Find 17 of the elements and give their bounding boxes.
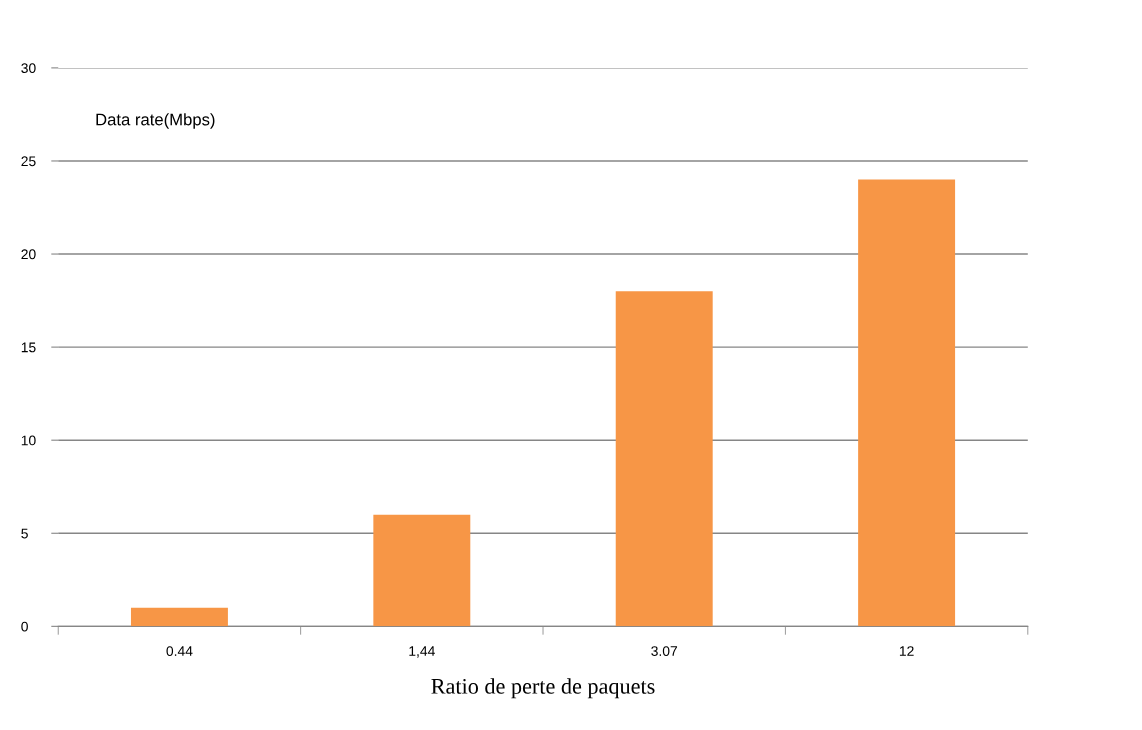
x-tick-label: 3.07 [651,646,678,656]
x-tick-label: 0.44 [166,646,193,656]
y-tick-label: 30 [21,63,36,74]
y-axis-title: Data rate(Mbps) [96,113,215,129]
bar [373,514,471,627]
bar [615,291,713,627]
x-tick-label: 1,44 [409,646,435,658]
y-tick-label: 5 [21,528,28,539]
y-tick-label: 20 [21,249,36,260]
y-tick-label: 15 [21,342,36,353]
bar [858,179,956,627]
x-tick-label: 12 [899,646,914,656]
y-tick-label: 25 [21,156,36,167]
x-axis-title: Ratio de perte de paquets [431,678,655,699]
bar [130,607,228,627]
y-tick-label: 10 [21,435,36,446]
y-tick-label: 0 [21,621,28,632]
